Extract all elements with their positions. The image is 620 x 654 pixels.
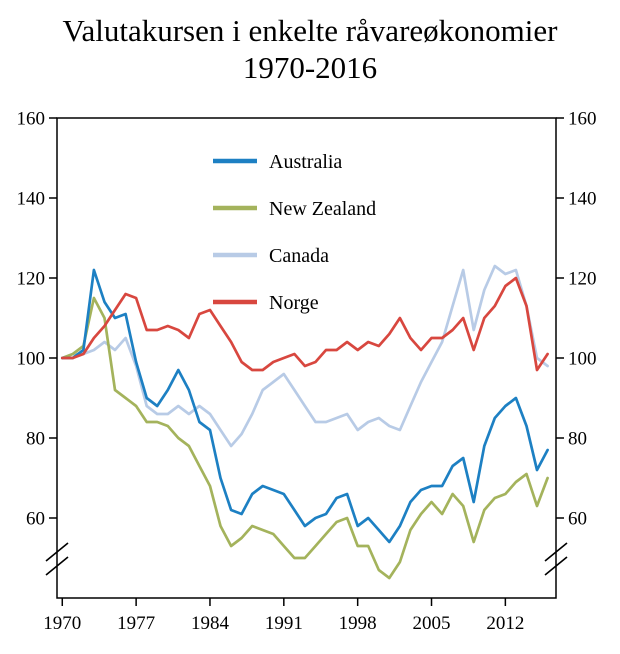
y-axis-label-left: 140 (17, 189, 46, 210)
y-axis-label-left: 160 (17, 109, 46, 130)
y-axis-label-right: 160 (568, 109, 597, 130)
legend-label-norge: Norge (269, 292, 319, 314)
x-axis-label: 1984 (191, 613, 230, 634)
axis-break-mark (544, 556, 568, 576)
y-axis-label-left: 120 (17, 269, 46, 290)
y-axis-label-left: 100 (17, 349, 46, 370)
legend-label-new-zealand: New Zealand (269, 198, 376, 220)
chart-title-line2: 1970-2016 (242, 50, 378, 85)
y-axis-label-right: 140 (568, 189, 597, 210)
legend-label-australia: Australia (269, 151, 342, 173)
line-chart: 60 60 80 80 100 100 120 120 140 140 160 160 1970 1977… (17, 109, 597, 635)
y-axis-label-right: 120 (568, 269, 597, 290)
x-axis-label: 1998 (339, 613, 377, 634)
chart-title-line1: Valutakursen i enkelte råvareøkonomier (62, 13, 558, 48)
y-axis-label-right: 60 (568, 509, 587, 530)
y-axis-label-left: 60 (26, 509, 45, 530)
legend-label-canada: Canada (269, 245, 329, 267)
x-axis-label: 1991 (265, 613, 303, 634)
chart-title: Valutakursen i enkelte råvareøkonomier 1… (0, 0, 620, 88)
x-axis-label: 2005 (413, 613, 451, 634)
series-line-australia (60, 268, 549, 544)
axis-break-mark (45, 542, 69, 562)
series-line-canada (60, 264, 549, 448)
x-axis-label: 1970 (43, 613, 81, 634)
y-axis-label-left: 80 (26, 429, 45, 450)
axis-break-mark (45, 556, 69, 576)
x-axis-label: 2012 (486, 613, 524, 634)
series-line-new-zealand (60, 296, 549, 580)
series-line-norge (60, 276, 549, 372)
y-axis-label-right: 80 (568, 429, 587, 450)
axis-break-mark (544, 542, 568, 562)
y-axis-label-right: 100 (568, 349, 597, 370)
x-axis-label: 1977 (117, 613, 155, 634)
